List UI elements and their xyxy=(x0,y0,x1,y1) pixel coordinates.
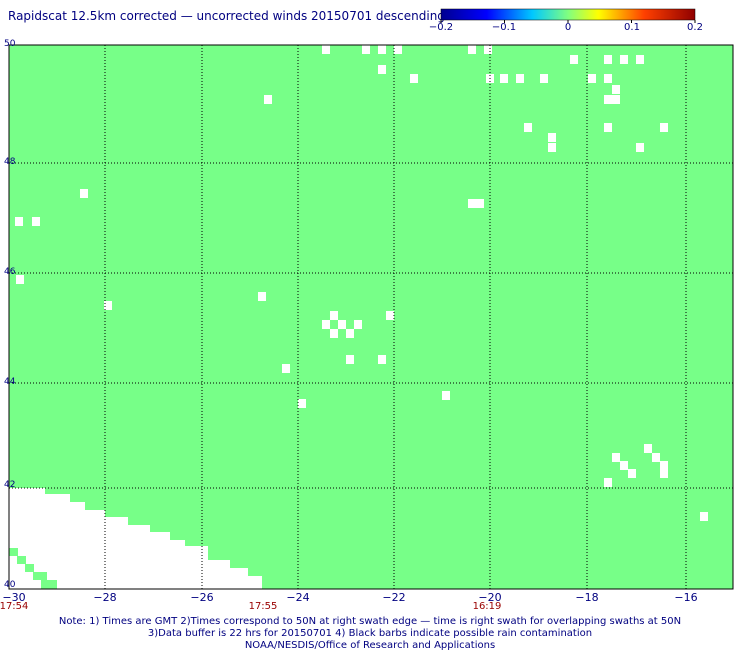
lon-label: −28 xyxy=(93,591,117,604)
lon-label: −20 xyxy=(478,591,502,604)
lon-label: −22 xyxy=(382,591,406,604)
credit-line: NOAA/NESDIS/Office of Research and Appli… xyxy=(244,640,496,651)
note-line-2: 3)Data buffer is 22 hrs for 20150701 4) … xyxy=(147,628,593,639)
lat-label: 44 xyxy=(4,377,16,387)
colorbar-tick: 0.2 xyxy=(687,22,703,33)
lon-label: −18 xyxy=(575,591,599,604)
lat-label: 46 xyxy=(4,267,16,277)
lat-label: 40 xyxy=(4,580,16,590)
colorbar-tick: 0 xyxy=(564,22,572,33)
lat-label: 42 xyxy=(4,480,16,490)
colorbar xyxy=(440,8,696,21)
note-line-1: Note: 1) Times are GMT 2)Times correspon… xyxy=(58,616,682,627)
no-data-region xyxy=(9,45,708,589)
colorbar-tick: −0.1 xyxy=(491,22,517,33)
wind-field xyxy=(9,45,733,589)
swath-time: 17:55 xyxy=(248,601,278,612)
lon-label: −16 xyxy=(674,591,698,604)
swath-time: 17:54 xyxy=(0,601,29,612)
lat-label: 50 xyxy=(4,39,16,49)
lon-label: −24 xyxy=(286,591,310,604)
graticule xyxy=(9,45,733,589)
map-title: Rapidscat 12.5km corrected — uncorrected… xyxy=(8,9,445,23)
lat-label: 48 xyxy=(4,157,16,167)
lon-label: −30 xyxy=(2,591,26,604)
swath-time: 16:19 xyxy=(472,601,502,612)
colorbar-tick: 0.1 xyxy=(624,22,640,33)
lon-label: −26 xyxy=(190,591,214,604)
colorbar-tick: −0.2 xyxy=(428,22,454,33)
